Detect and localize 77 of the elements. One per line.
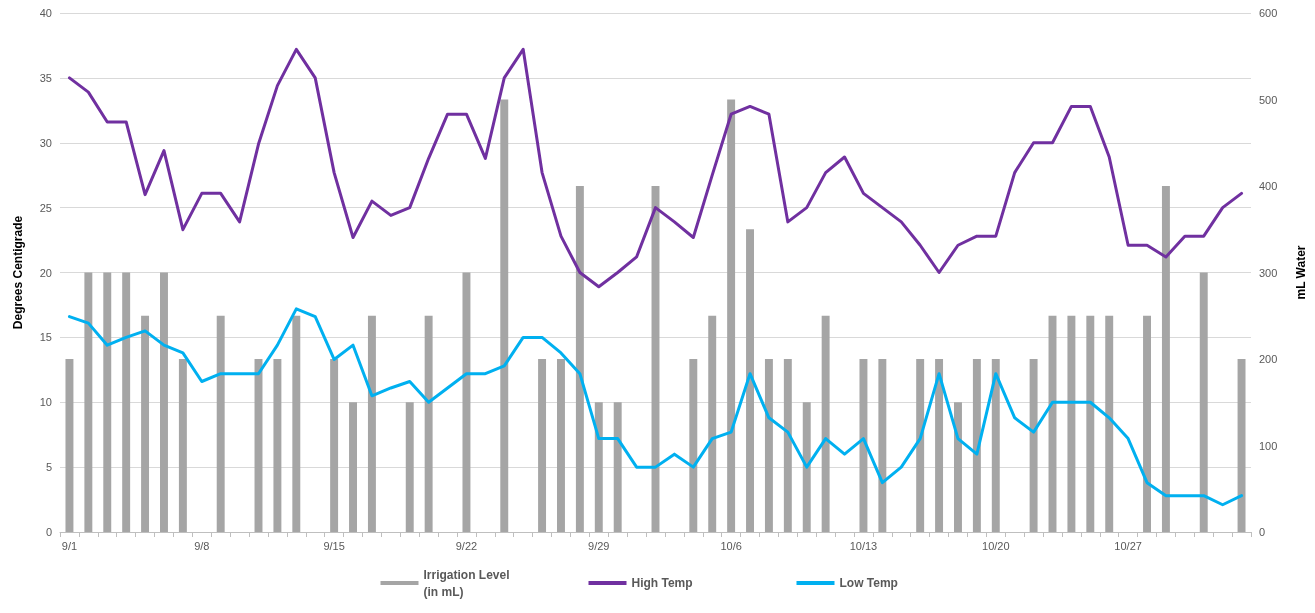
bar: [954, 402, 962, 532]
bar: [727, 99, 736, 532]
y-tick-label: 5: [45, 461, 52, 474]
x-tick-label: 9/15: [323, 539, 345, 552]
x-tick-label: 10/20: [982, 539, 1010, 552]
bar: [330, 359, 339, 532]
x-tick-label: 10/13: [849, 539, 878, 552]
y-tick-label: 15: [39, 331, 52, 344]
y-tick-label: 20: [39, 266, 52, 279]
bar: [160, 272, 168, 532]
y-tick-label: 25: [39, 201, 52, 214]
y-tick-label: 0: [45, 526, 52, 538]
y2-tick-label: 600: [1259, 7, 1278, 19]
bar: [538, 359, 547, 532]
y-axis-title: Degrees Centigrade: [11, 215, 25, 330]
y-tick-label: 10: [39, 396, 52, 409]
y2-tick-label: 200: [1259, 353, 1278, 365]
bar: [216, 315, 225, 532]
bar: [916, 359, 925, 532]
y2-tick-label: 500: [1259, 93, 1278, 106]
bar: [859, 359, 868, 532]
bar: [575, 186, 584, 532]
y-tick-label: 40: [39, 7, 52, 19]
bar: [708, 315, 717, 532]
y2-axis-title: mL Water: [1294, 245, 1308, 300]
bar: [500, 99, 509, 532]
y-tick-label: 35: [39, 71, 52, 84]
bar: [1161, 186, 1170, 532]
x-tick-label: 9/1: [61, 539, 78, 552]
bar: [746, 229, 754, 532]
x-tick-label: 10/6: [720, 539, 742, 552]
bar: [972, 359, 981, 532]
bar: [613, 402, 622, 532]
y2-tick-label: 300: [1259, 266, 1278, 279]
bar: [878, 359, 887, 532]
bar: [557, 359, 565, 532]
x-tick-label: 9/29: [588, 539, 610, 552]
bar: [935, 359, 944, 532]
bar: [991, 359, 1000, 532]
bar: [689, 359, 698, 532]
bar: [65, 359, 74, 532]
bar: [349, 402, 357, 532]
bar: [367, 315, 376, 532]
y2-tick-label: 100: [1259, 439, 1278, 452]
bar: [1086, 315, 1095, 532]
legend-label: Low Temp: [839, 576, 898, 590]
bar: [764, 359, 773, 532]
bar: [462, 272, 471, 532]
bar: [292, 315, 301, 532]
bar: [405, 402, 414, 532]
bar: [802, 402, 811, 532]
bar: [178, 359, 187, 532]
y2-tick-label: 0: [1259, 526, 1266, 538]
bar: [783, 359, 792, 532]
y2-tick-label: 400: [1259, 180, 1278, 192]
bar: [1143, 315, 1151, 532]
bar: [141, 315, 150, 532]
line-series: [67, 47, 1244, 289]
legend-label: High Temp: [631, 576, 693, 590]
bar: [594, 402, 603, 532]
legend-label: Irrigation Level (in mL): [423, 567, 513, 599]
bar: [821, 315, 830, 532]
x-tick-label: 9/22: [455, 539, 478, 552]
y-tick-label: 30: [39, 136, 52, 149]
bar: [1105, 315, 1114, 532]
x-tick-label: 9/8: [194, 539, 210, 552]
bar: [84, 272, 93, 532]
x-tick-label: 10/27: [1114, 539, 1142, 552]
bar: [122, 272, 131, 532]
bar: [424, 315, 433, 532]
line-series: [67, 307, 1244, 507]
bar: [1067, 315, 1076, 532]
bar: [103, 272, 112, 532]
bar: [1029, 359, 1038, 532]
bar: [1237, 359, 1246, 532]
bar: [1199, 272, 1208, 532]
bar: [273, 359, 282, 532]
